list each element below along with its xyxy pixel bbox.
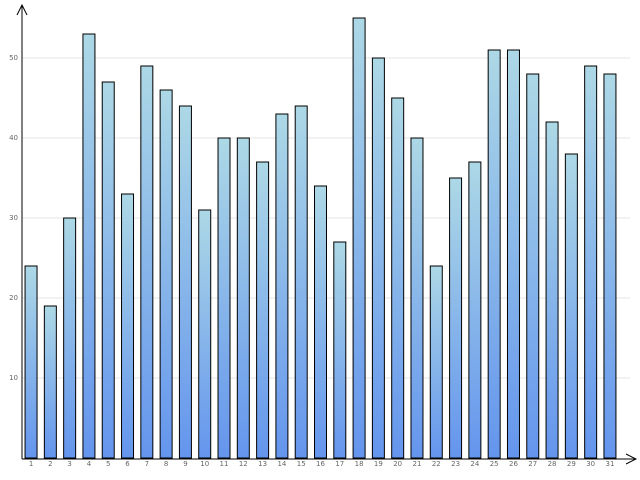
x-tick-label: 29 [567, 460, 576, 468]
x-tick-label: 23 [451, 460, 460, 468]
x-tick-label: 26 [509, 460, 518, 468]
bar [198, 209, 212, 459]
x-tick-label: 18 [355, 460, 364, 468]
bar [603, 73, 617, 459]
x-tick-label: 8 [164, 460, 168, 468]
bar [545, 121, 559, 459]
x-tick-label: 5 [106, 460, 110, 468]
x-tick-label: 6 [125, 460, 130, 468]
bar [63, 217, 77, 459]
bar [584, 65, 598, 459]
x-tick-label: 4 [87, 460, 92, 468]
bar [275, 113, 289, 459]
x-tick-label: 2 [48, 460, 52, 468]
bar [178, 105, 192, 459]
bar [43, 305, 57, 459]
bar [352, 17, 366, 459]
bar [506, 49, 520, 459]
x-tick-label: 28 [548, 460, 557, 468]
x-tick-label: 7 [145, 460, 149, 468]
y-tick-label: 50 [9, 54, 18, 62]
x-tick-label: 31 [605, 460, 614, 468]
x-tick-label: 3 [67, 460, 71, 468]
x-tick-label: 22 [432, 460, 441, 468]
x-tick-label: 21 [413, 460, 422, 468]
bar [82, 33, 96, 459]
bar [256, 161, 270, 459]
bar [101, 81, 115, 459]
y-tick-label: 40 [9, 134, 18, 142]
x-tick-label: 27 [528, 460, 537, 468]
bar [24, 265, 38, 459]
x-tick-label: 19 [374, 460, 383, 468]
x-tick-label: 12 [239, 460, 248, 468]
bar [314, 185, 327, 459]
bar [429, 265, 443, 459]
bar [487, 49, 501, 459]
bar [391, 97, 405, 459]
x-tick-label: 11 [220, 460, 229, 468]
bar [468, 161, 482, 459]
x-tick-label: 15 [297, 460, 306, 468]
x-tick-label: 13 [258, 460, 267, 468]
bar [564, 153, 578, 459]
bar [410, 137, 424, 459]
bar [140, 65, 154, 459]
x-tick-label: 20 [393, 460, 402, 468]
bar [121, 193, 135, 459]
x-tick-label: 17 [335, 460, 344, 468]
x-tick-label: 14 [277, 460, 286, 468]
y-tick-label: 20 [9, 294, 18, 302]
bar [217, 137, 231, 459]
bar [159, 89, 173, 459]
y-tick-label: 10 [9, 374, 18, 382]
bar [333, 241, 347, 459]
y-axis [16, 3, 28, 459]
bar [526, 73, 540, 459]
bar [294, 105, 308, 459]
x-axis [22, 453, 638, 465]
x-tick-label: 9 [183, 460, 187, 468]
bar [449, 177, 463, 459]
x-tick-label: 10 [200, 460, 209, 468]
x-tick-label: 1 [29, 460, 33, 468]
x-tick-label: 30 [586, 460, 595, 468]
x-tick-label: 16 [316, 460, 325, 468]
x-tick-label: 24 [470, 460, 479, 468]
y-tick-label: 30 [9, 214, 18, 222]
bar [236, 137, 250, 459]
bar [371, 57, 385, 459]
x-tick-label: 25 [490, 460, 499, 468]
